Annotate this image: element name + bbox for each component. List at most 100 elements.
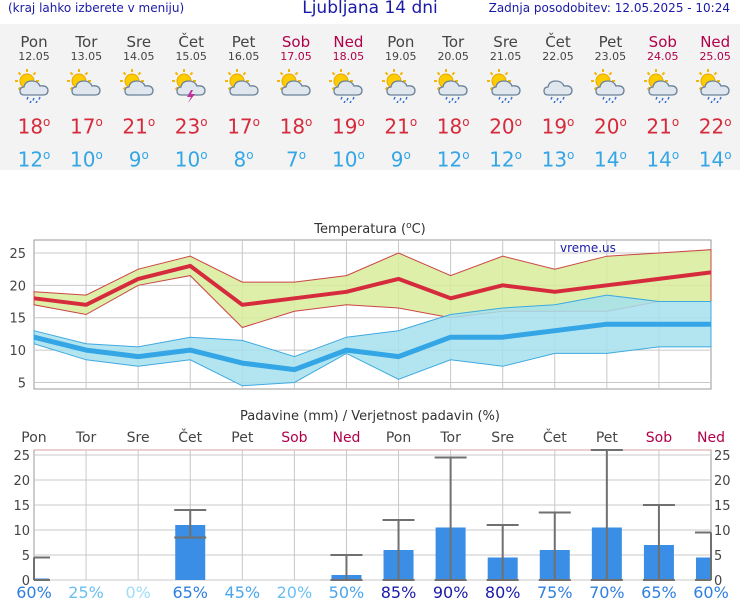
precipitation-probability: 75%: [537, 583, 573, 600]
min-temperature-line: [33, 321, 711, 373]
watermark: vreme.us: [560, 241, 616, 255]
x-tick-label: Tor: [75, 430, 97, 446]
sun-cloud-rain-icon: [15, 69, 49, 103]
min-temperature: 8o: [233, 147, 254, 172]
min-temperature: 10o: [331, 147, 365, 172]
precipitation-probability: 90%: [433, 583, 469, 600]
rain-drops-icon: [340, 96, 356, 103]
x-tick-label: Sob: [281, 430, 307, 446]
day-name: Tor: [75, 33, 98, 51]
y-tick-label-left: 15: [13, 499, 30, 514]
rain-drops-icon: [26, 96, 41, 103]
precipitation-probability: 80%: [485, 583, 521, 600]
y-tick-label-right: 5: [714, 549, 722, 564]
day-column: Čet 15.05 23o 10o: [165, 24, 217, 170]
day-column: Pon 12.05 18o 12o: [8, 24, 60, 170]
header: (kraj lahko izberete v meniju) Ljubljana…: [0, 0, 740, 22]
forecast-strip: Pon 12.05 18o 12o Tor 13.05 17o 10o Sre 14.05 21o 9…: [0, 24, 740, 170]
precipitation-range: [538, 511, 571, 581]
y-tick-label-right: 0: [714, 574, 722, 589]
day-column: Sre 21.05 20o 12o: [480, 24, 532, 170]
page-title: Ljubljana 14 dni: [302, 0, 438, 18]
day-date: 25.05: [699, 50, 731, 63]
min-temperature: 12o: [17, 147, 51, 172]
cloud-sun-icon: [277, 69, 311, 96]
min-temperature: 10o: [174, 147, 208, 172]
precipitation-probability: 70%: [589, 583, 625, 600]
min-temperature: 12o: [436, 147, 470, 172]
y-tick-label-left: 10: [13, 524, 30, 539]
precipitation-probability: 65%: [641, 583, 677, 600]
y-tick-label-left: 25: [13, 449, 30, 464]
y-tick-label: 5: [18, 377, 26, 392]
precipitation-probability: 45%: [225, 583, 261, 600]
x-tick-label: Pon: [386, 430, 411, 446]
min-temperature: 12o: [489, 147, 522, 172]
day-column: Sre 14.05 21o 9o: [113, 24, 165, 170]
day-date: 23.05: [594, 50, 627, 63]
precipitation-chart: Padavine (mm) / Verjetnost padavin (%) Po…: [13, 409, 731, 600]
day-name: Pon: [20, 33, 48, 51]
day-column: Sob 17.05 18o 7o: [270, 24, 322, 170]
day-column: Čet 22.05 19o 13o: [532, 24, 584, 170]
precipitation-range: [33, 556, 50, 581]
cloud-icon: [281, 80, 311, 96]
max-temperature: 23o: [174, 114, 208, 139]
precipitation-probability: 20%: [277, 583, 313, 600]
day-date: 15.05: [175, 50, 207, 63]
max-temperature: 18o: [436, 114, 470, 139]
day-name: Pet: [231, 33, 256, 51]
cloud-icon: [333, 80, 364, 96]
max-temperature: 18o: [17, 114, 51, 139]
y-tick-label-right: 10: [714, 524, 731, 539]
sun-cloud-rain-icon: [381, 69, 416, 103]
precipitation-range: [642, 504, 675, 581]
y-tick-label-left: 20: [13, 474, 30, 489]
rain-drops-icon: [497, 96, 513, 103]
day-name: Sre: [493, 33, 518, 51]
max-temperature: 20o: [489, 114, 522, 139]
sun-cloud-rain-icon: [486, 69, 521, 103]
y-tick-label: 15: [9, 312, 26, 327]
day-name: Ned: [700, 33, 731, 51]
max-temperature: 21o: [122, 114, 156, 139]
day-date: 14.05: [123, 50, 155, 63]
y-tick-label-right: 15: [714, 499, 731, 514]
day-column: Tor 13.05 17o 10o: [60, 24, 112, 170]
x-tick-label: Tor: [439, 430, 461, 446]
precipitation-range: [590, 449, 623, 581]
y-tick-label-right: 25: [714, 449, 731, 464]
day-date: 22.05: [542, 50, 574, 63]
rain-drops-icon: [602, 96, 618, 103]
max-temperature: 22o: [698, 114, 732, 139]
y-tick-label-left: 5: [22, 549, 30, 564]
location-hint: (kraj lahko izberete v meniju): [8, 1, 185, 15]
x-tick-label: Sre: [491, 430, 514, 446]
cloud-icon: [19, 80, 49, 96]
max-temperature: 19o: [331, 114, 365, 139]
max-temperature: 17o: [227, 114, 260, 139]
day-date: 21.05: [489, 50, 522, 63]
cloud-icon: [124, 80, 154, 96]
cloud-icon: [71, 80, 102, 96]
x-tick-label: Pet: [231, 430, 254, 446]
precipitation-chart-title: Padavine (mm) / Verjetnost padavin (%): [240, 409, 500, 424]
min-temperature: 9o: [390, 147, 411, 172]
precipitation-probability: 50%: [329, 583, 365, 600]
min-temperature: 10o: [69, 147, 103, 172]
x-tick-label: Ned: [697, 430, 725, 446]
min-temperature: 14o: [698, 147, 732, 172]
temperature-chart-title: Temperatura (oC): [313, 221, 425, 237]
x-tick-label: Pet: [596, 430, 619, 446]
day-date: 19.05: [385, 50, 417, 63]
day-date: 13.05: [70, 50, 103, 63]
sun-cloud-rain-icon: [696, 69, 730, 103]
day-name: Pon: [387, 33, 415, 51]
precipitation-range: [330, 554, 363, 581]
min-temperature: 14o: [593, 147, 627, 172]
rain-drops-icon: [707, 96, 722, 103]
min-temperature: 13o: [541, 147, 575, 172]
cloud-icon: [648, 80, 678, 96]
lightning-icon: [187, 90, 196, 103]
sun-cloud-rain-icon: [329, 69, 364, 103]
